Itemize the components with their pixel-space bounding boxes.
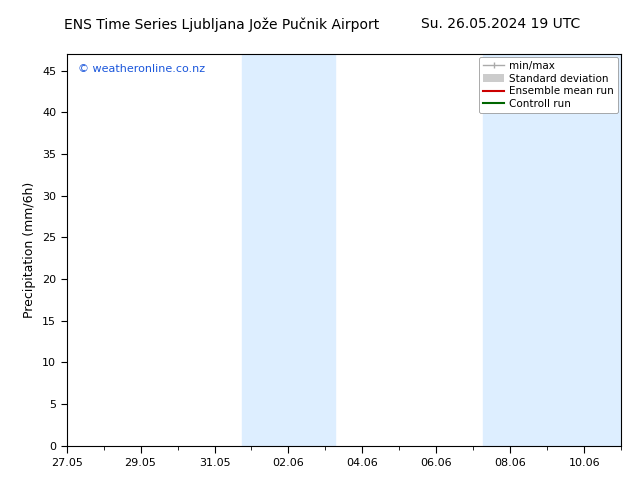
Bar [482, 54, 621, 446]
Bar [242, 54, 335, 446]
Text: ENS Time Series Ljubljana Jože Pučnik Airport: ENS Time Series Ljubljana Jože Pučnik Ai… [64, 17, 380, 32]
Text: Su. 26.05.2024 19 UTC: Su. 26.05.2024 19 UTC [421, 17, 581, 31]
Y-axis label: Precipitation (mm/6h): Precipitation (mm/6h) [23, 182, 37, 318]
Text: © weatheronline.co.nz: © weatheronline.co.nz [77, 64, 205, 74]
Legend: min/max, Standard deviation, Ensemble mean run, Controll run: min/max, Standard deviation, Ensemble me… [479, 57, 618, 113]
